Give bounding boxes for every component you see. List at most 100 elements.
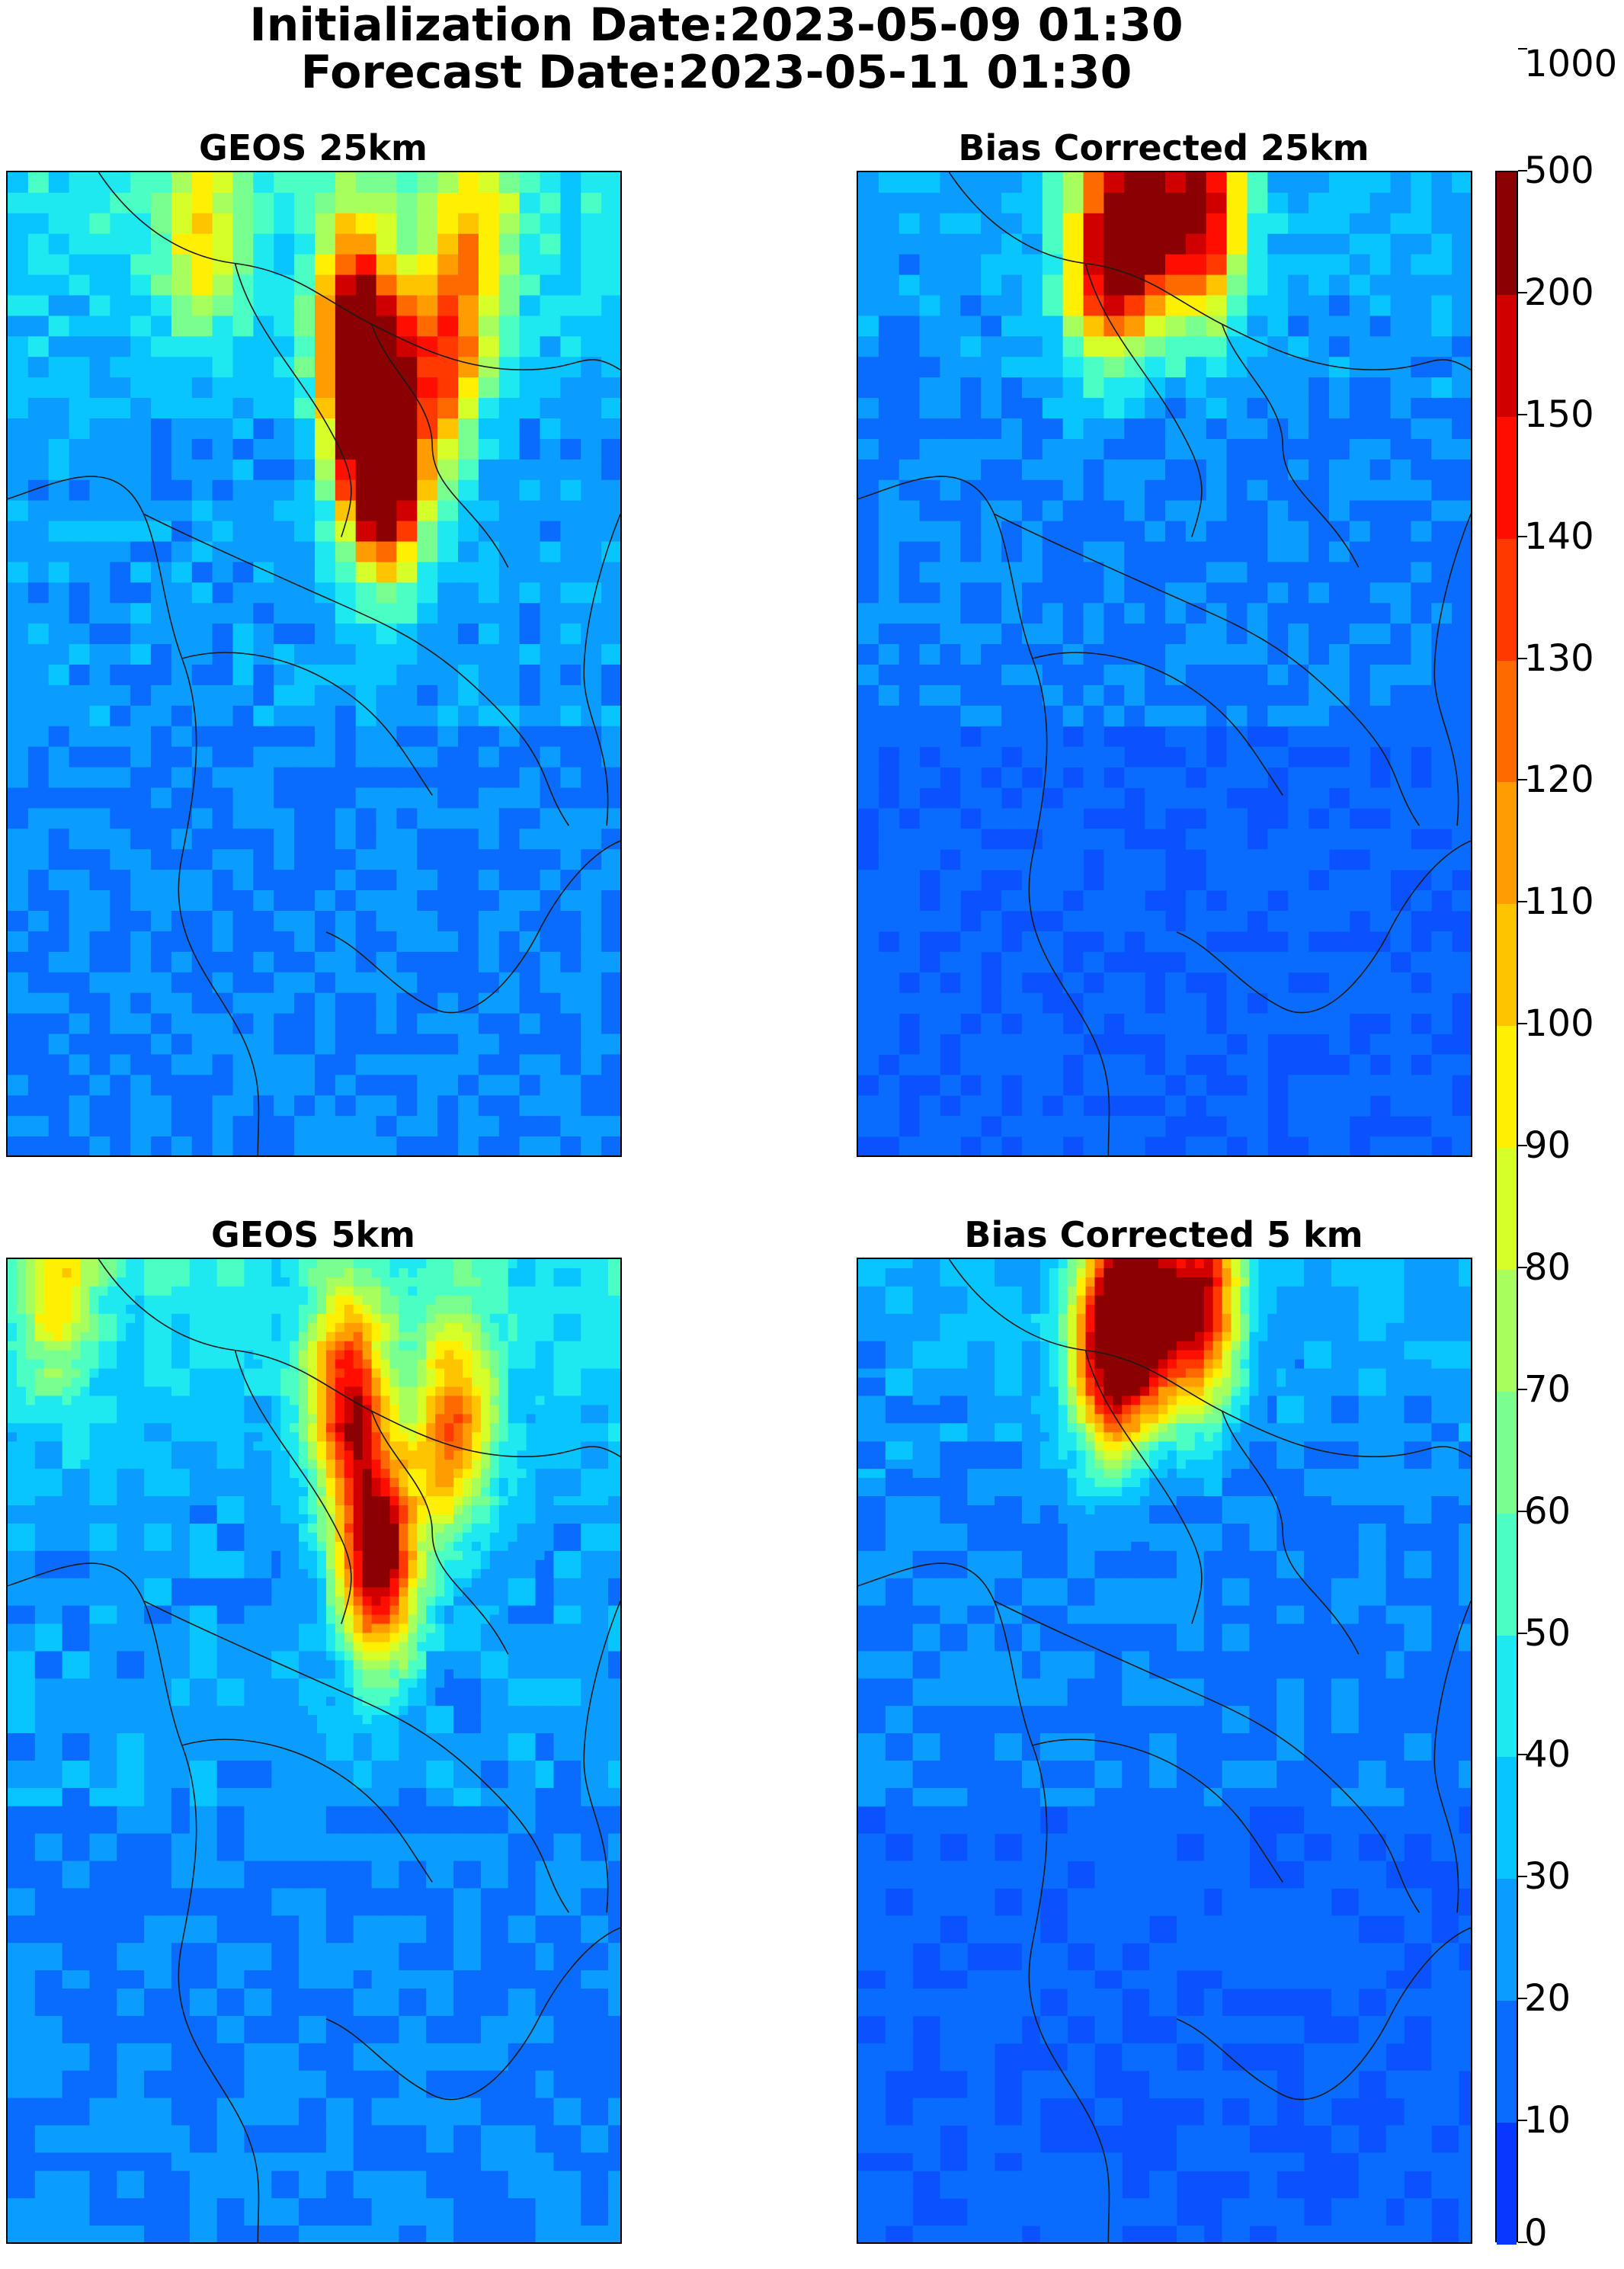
colorbar-tick — [1518, 2242, 1527, 2243]
panel-title-bias-corrected-5km: Bias Corrected 5 km — [964, 1214, 1363, 1255]
colorbar-tick — [1518, 1632, 1527, 1634]
colorbar-tick-label: 40 — [1524, 1733, 1571, 1777]
colorbar-segment — [1497, 1756, 1517, 1880]
colorbar-tick — [1518, 1145, 1527, 1147]
colorbar-tick — [1518, 1266, 1527, 1268]
coastline-border — [98, 172, 620, 370]
colorbar-tick — [1518, 1510, 1527, 1512]
colorbar-tick — [1518, 48, 1527, 50]
colorbar-segment — [1497, 2122, 1517, 2245]
coastline-border — [325, 1927, 620, 2101]
colorbar-tick-label: 50 — [1524, 1611, 1571, 1655]
map-bias-corrected-5km — [857, 1258, 1472, 2244]
colorbar-segment — [1497, 659, 1517, 783]
colorbar-segment — [1497, 2000, 1517, 2123]
colorbar-tick-label: 500 — [1524, 149, 1594, 192]
coastline-border — [1176, 1927, 1471, 2101]
coastline-border — [1221, 324, 1360, 568]
coastline-border — [234, 1350, 352, 1624]
colorbar-segment — [1497, 781, 1517, 905]
colorbar-tick-label: 70 — [1524, 1367, 1571, 1411]
coastline-border — [1084, 263, 1203, 537]
colorbar-tick-label: 1000 — [1524, 43, 1618, 86]
map-geos-5km — [6, 1258, 622, 2244]
colorbar-tick — [1518, 1023, 1527, 1025]
colorbar-tick-label: 150 — [1524, 393, 1594, 436]
colorbar-tick-label: 20 — [1524, 1977, 1571, 2021]
colorbar-tick-label: 60 — [1524, 1489, 1571, 1533]
map-geos-25km — [6, 171, 622, 1157]
colorbar-tick — [1518, 413, 1527, 415]
colorbar-segment — [1497, 1268, 1517, 1392]
coastline-border — [143, 1600, 569, 1913]
coastline-border — [994, 1600, 1420, 1913]
colorbar-tick-label: 80 — [1524, 1245, 1571, 1289]
colorbar-tick — [1518, 535, 1527, 537]
coastline-border — [181, 652, 433, 796]
colorbar-segment — [1497, 415, 1517, 539]
coastline-border — [1032, 1739, 1283, 1883]
colorbar-tick — [1518, 657, 1527, 659]
coastline-border — [370, 1411, 509, 1655]
map-field — [858, 172, 1471, 1155]
colorbar-segment — [1497, 1147, 1517, 1270]
coastline-border — [948, 172, 1471, 370]
panel-title-geos-25km: GEOS 25km — [199, 127, 428, 168]
coastline-border — [1221, 1411, 1360, 1655]
coastline-border — [994, 513, 1420, 826]
colorbar-segment — [1497, 1878, 1517, 2001]
colorbar-segment — [1497, 1634, 1517, 1758]
colorbar-tick — [1518, 1388, 1527, 1390]
map-bias-corrected-25km — [857, 171, 1472, 1157]
coastline-border — [1032, 652, 1283, 796]
colorbar-tick — [1518, 2120, 1527, 2122]
colorbar-tick-label: 30 — [1524, 1855, 1571, 1899]
coastline-border — [948, 1259, 1471, 1457]
colorbar-segment — [1497, 537, 1517, 661]
colorbar-segment — [1497, 1512, 1517, 1636]
colorbar-tick — [1518, 1754, 1527, 1756]
coastline-border — [325, 840, 620, 1014]
coastline-border — [370, 324, 509, 568]
colorbar-segment — [1497, 172, 1517, 295]
colorbar-tick — [1518, 779, 1527, 781]
coastline-border — [1084, 1350, 1203, 1624]
map-field — [8, 1259, 620, 2242]
coastline-border — [1433, 514, 1471, 826]
colorbar-tick — [1518, 1876, 1527, 1878]
colorbar-tick — [1518, 170, 1527, 171]
coastline-border — [234, 263, 352, 537]
colorbar-tick-label: 130 — [1524, 636, 1594, 680]
panel-title-geos-5km: GEOS 5km — [211, 1214, 415, 1255]
coastline-border — [1433, 1601, 1471, 1913]
colorbar-tick-label: 10 — [1524, 2099, 1571, 2142]
colorbar-tick — [1518, 1998, 1527, 2000]
coastline-border — [181, 1739, 433, 1883]
coastline-border — [8, 1562, 260, 2242]
colorbar-tick — [1518, 291, 1527, 293]
colorbar-tick-label: 0 — [1524, 2212, 1548, 2255]
colorbar-tick-label: 90 — [1524, 1124, 1571, 1168]
colorbar — [1495, 171, 1518, 2245]
colorbar-tick-label: 200 — [1524, 271, 1594, 314]
map-field — [858, 1259, 1471, 2242]
panel-title-bias-corrected-25km: Bias Corrected 25km — [958, 127, 1369, 168]
initialization-date-title: Initialization Date:2023-05-09 01:30 — [249, 0, 1184, 52]
forecast-date-title: Forecast Date:2023-05-11 01:30 — [300, 46, 1132, 99]
map-field — [8, 172, 620, 1155]
colorbar-tick — [1518, 901, 1527, 903]
colorbar-segment — [1497, 1025, 1517, 1149]
colorbar-tick-label: 140 — [1524, 514, 1594, 558]
coastline-border — [8, 476, 260, 1155]
colorbar-segment — [1497, 1390, 1517, 1514]
coastline-border — [858, 476, 1110, 1155]
coastline-border — [1176, 840, 1471, 1014]
colorbar-segment — [1497, 903, 1517, 1027]
coastline-border — [583, 1601, 620, 1913]
coastline-border — [583, 514, 620, 826]
colorbar-segment — [1497, 293, 1517, 417]
coastline-border — [98, 1259, 620, 1457]
colorbar-tick-label: 110 — [1524, 880, 1594, 924]
colorbar-tick-label: 120 — [1524, 758, 1594, 802]
coastline-border — [858, 1562, 1110, 2242]
